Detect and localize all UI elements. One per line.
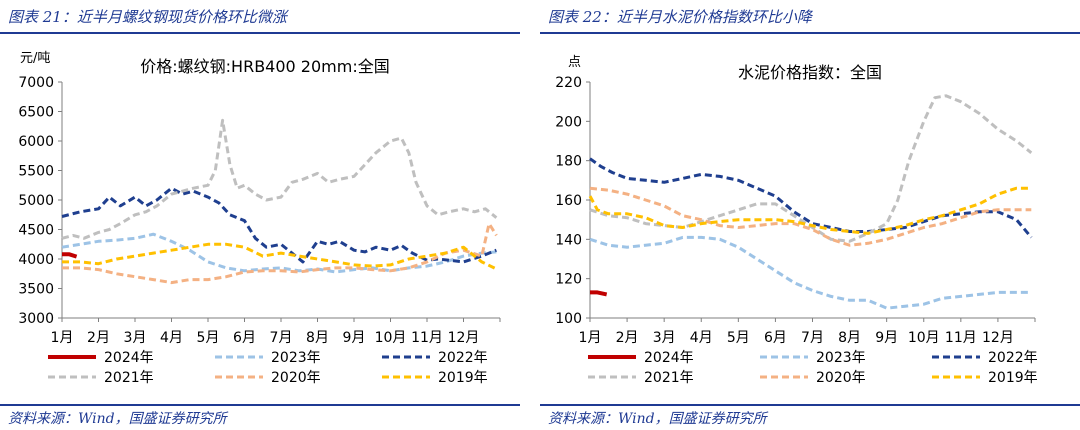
y-tick-label: 160 — [555, 193, 582, 209]
x-tick-label: 2月 — [616, 330, 639, 346]
y-axis-unit: 点 — [568, 55, 581, 70]
x-tick-label: 10月 — [375, 330, 407, 346]
title-rule — [0, 32, 520, 34]
x-tick-label: 12月 — [448, 330, 480, 346]
source-note: 资料来源：Wind，国盛证券研究所 — [548, 411, 767, 427]
y-tick-label: 140 — [555, 232, 582, 248]
y-tick-label: 180 — [555, 154, 582, 170]
source-note: 资料来源：Wind，国盛证券研究所 — [8, 411, 227, 427]
cement-index-chart: 水泥价格指数：全国 点 100 120 140 160 180 200 220 1月 2月 3月 4月 5… — [555, 55, 1038, 386]
legend-label: 2020年 — [816, 370, 866, 386]
figure-title: 图表 21：近半月螺纹钢现货价格环比微涨 — [8, 8, 287, 26]
y-tick-label: 4500 — [18, 223, 54, 239]
x-tick-label: 9月 — [343, 330, 366, 346]
series-line-2024 — [62, 252, 78, 259]
series-line-2019 — [588, 186, 1032, 235]
y-tick-label: 6500 — [18, 105, 54, 121]
legend-label: 2023年 — [271, 350, 321, 366]
y-tick-label: 5500 — [18, 164, 54, 180]
x-tick-label: 6月 — [764, 330, 787, 346]
legend-label: 2019年 — [438, 370, 488, 386]
x-tick-label: 7月 — [270, 330, 293, 346]
x-tick-label: 2月 — [87, 330, 110, 346]
legend-label: 2019年 — [988, 370, 1038, 386]
x-tick-label: 10月 — [908, 330, 940, 346]
x-tick-label: 7月 — [801, 330, 824, 346]
legend-label: 2021年 — [104, 370, 154, 386]
title-rule — [540, 32, 1080, 34]
rebar-price-chart: 价格:螺纹钢:HRB400 20mm:全国 元/吨 3000 3500 4000 4500… — [18, 51, 501, 386]
x-tick-label: 1月 — [579, 330, 602, 346]
y-tick-label: 220 — [555, 75, 582, 91]
series-line-2021 — [589, 94, 1033, 243]
legend-label: 2021年 — [644, 370, 694, 386]
legend-label: 2024年 — [104, 350, 154, 366]
source-rule — [540, 404, 1080, 406]
x-tick-label: 11月 — [411, 330, 443, 346]
y-tick-label: 7000 — [18, 75, 54, 91]
y-tick-label: 5000 — [18, 193, 54, 209]
y-axis-unit: 元/吨 — [20, 51, 50, 66]
series-line-2022 — [589, 157, 1033, 239]
x-tick-label: 1月 — [51, 330, 74, 346]
series-line-2021 — [61, 118, 498, 240]
legend-label: 2020年 — [271, 370, 321, 386]
legend-label: 2022年 — [438, 350, 488, 366]
series-line-2023 — [61, 232, 497, 274]
y-tick-label: 200 — [555, 114, 582, 130]
series-line-2023 — [589, 235, 1032, 310]
source-rule — [0, 404, 520, 406]
x-tick-label: 6月 — [233, 330, 256, 346]
y-tick-label: 3000 — [18, 311, 54, 327]
series-line-2019 — [62, 242, 498, 271]
series-line-2022 — [61, 186, 497, 264]
x-tick-label: 5月 — [197, 330, 220, 346]
legend-label: 2024年 — [644, 350, 694, 366]
y-tick-label: 3500 — [18, 282, 54, 298]
x-tick-label: 3月 — [653, 330, 676, 346]
panel-rebar: 图表 21：近半月螺纹钢现货价格环比微涨 价格:螺纹钢:HRB400 20mm:… — [0, 0, 520, 430]
chart-title: 价格:螺纹钢:HRB400 20mm:全国 — [140, 57, 389, 76]
figure-title: 图表 22：近半月水泥价格指数环比小降 — [548, 8, 812, 26]
y-tick-label: 6000 — [18, 134, 54, 150]
panel-cement: 图表 22：近半月水泥价格指数环比小降 水泥价格指数：全国 点 100 120 140 1… — [540, 0, 1080, 430]
series-line-2024 — [590, 290, 608, 297]
legend-label: 2022年 — [988, 350, 1038, 366]
x-tick-label: 3月 — [124, 330, 147, 346]
y-tick-label: 100 — [555, 311, 582, 327]
x-tick-label: 5月 — [727, 330, 750, 346]
legend-label: 2023年 — [816, 350, 866, 366]
chart-title: 水泥价格指数：全国 — [738, 63, 882, 82]
series-line-2020 — [589, 186, 1032, 247]
x-tick-label: 12月 — [982, 330, 1014, 346]
x-tick-label: 11月 — [945, 330, 977, 346]
x-tick-label: 8月 — [838, 330, 861, 346]
x-tick-label: 9月 — [875, 330, 898, 346]
x-tick-label: 8月 — [306, 330, 329, 346]
x-tick-label: 4月 — [690, 330, 713, 346]
y-tick-label: 120 — [555, 272, 582, 288]
x-tick-label: 4月 — [160, 330, 183, 346]
y-tick-label: 4000 — [18, 252, 54, 268]
